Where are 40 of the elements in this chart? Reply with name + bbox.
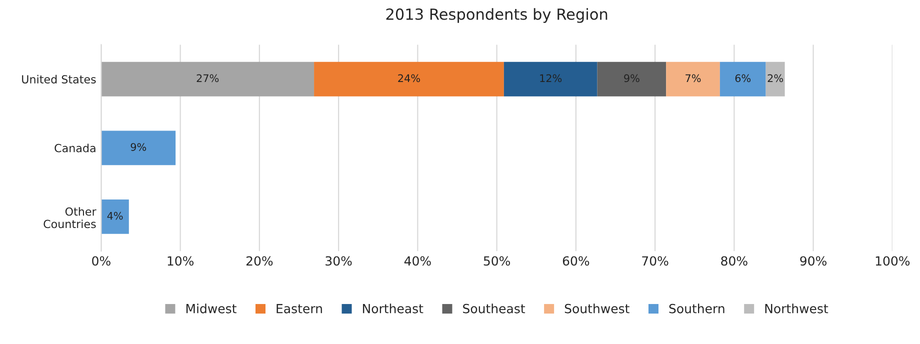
x-tick-label: 60% [562, 256, 590, 266]
legend-label: Northwest [765, 304, 828, 314]
data-label: 9% [624, 74, 640, 82]
x-tick-label: 0% [92, 256, 110, 266]
x-tick-label: 90% [800, 256, 826, 266]
x-tick-label: 100% [876, 256, 910, 266]
x-tick-label: 70% [642, 256, 668, 266]
bar [766, 62, 785, 96]
x-tick-label: 20% [246, 256, 273, 266]
y-tick-label: United States [22, 74, 96, 84]
data-label: 7% [686, 74, 701, 82]
y-tick-label: Canada [54, 144, 96, 152]
legend-label: Southeast [463, 304, 526, 314]
chart-title: 2013 Respondents by Region [386, 8, 608, 23]
data-label: 2% [768, 74, 783, 82]
bar [314, 62, 504, 96]
data-label: 24% [398, 74, 420, 82]
data-label: 4% [107, 212, 123, 220]
bar [666, 62, 720, 96]
legend-label: Midwest [186, 304, 236, 314]
x-tick-label: 10% [168, 256, 194, 266]
data-label: 6% [735, 74, 751, 82]
data-label: 9% [130, 143, 146, 151]
legend-label: Northeast [362, 304, 424, 314]
bar [597, 62, 666, 96]
bar [504, 62, 598, 96]
legend-label: Southern [669, 304, 724, 314]
data-label: 12% [540, 74, 562, 82]
data-label: 27% [196, 74, 219, 82]
legend-label: Southwest [564, 304, 630, 314]
bar [101, 130, 176, 166]
bar [101, 62, 314, 96]
x-tick-label: 50% [484, 256, 510, 266]
bar [101, 200, 129, 234]
x-tick-label: 30% [326, 256, 352, 266]
x-tick-label: 80% [721, 256, 748, 266]
bar [720, 62, 766, 96]
legend-label: Eastern [276, 304, 322, 314]
y-tick-label: Other Countries [44, 207, 96, 228]
x-tick-label: 40% [404, 256, 431, 266]
